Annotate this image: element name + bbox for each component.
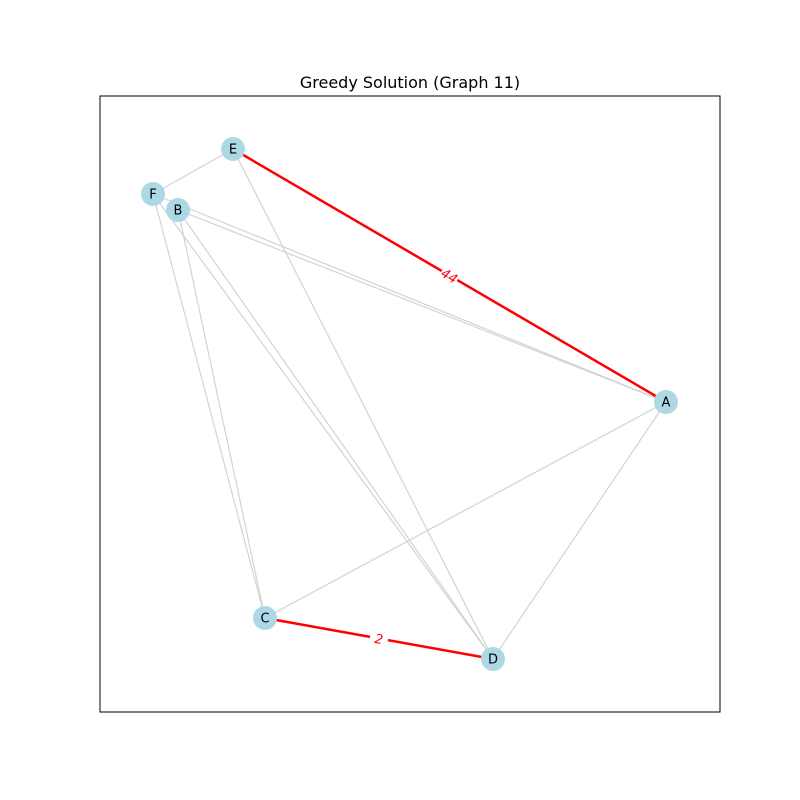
node-label: B: [174, 204, 183, 219]
node-circle: [253, 606, 277, 630]
highlighted-edges-layer: 44 2: [232, 147, 667, 661]
node-label: F: [149, 188, 156, 203]
node-circle: [166, 198, 190, 222]
node-circle: [654, 390, 678, 414]
node-D: D: [481, 647, 505, 671]
edge-weight-background: [368, 629, 390, 648]
node-F: F: [141, 182, 165, 206]
edge-A-C: [264, 401, 667, 619]
node-A: A: [654, 390, 678, 414]
node-circle: [141, 182, 165, 206]
edge-weight-E-A: 44: [437, 264, 462, 287]
edge-weight-C-D: 2: [368, 629, 390, 648]
node-circle: [481, 647, 505, 671]
node-label: D: [488, 653, 498, 668]
edge-F-D: [152, 193, 494, 660]
edges-layer: [152, 148, 667, 660]
edge-weight-label: 2: [373, 632, 384, 648]
edge-F-C: [152, 193, 266, 619]
nodes-layer: E F B A C D: [141, 137, 678, 671]
edge-A-D: [492, 401, 667, 660]
node-label: A: [662, 396, 671, 411]
plot-frame: [99, 95, 721, 713]
node-circle: [221, 137, 245, 161]
node-label: C: [260, 612, 269, 627]
figure-title: Greedy Solution (Graph 11): [300, 73, 520, 92]
edge-B-D: [177, 209, 494, 660]
node-label: E: [229, 143, 237, 158]
node-E: E: [221, 137, 245, 161]
edge-F-A: [152, 193, 667, 403]
edge-B-C: [177, 209, 266, 619]
edge-E-D: [232, 148, 494, 660]
edge-E-F: [152, 148, 234, 195]
edge-weight-background: [437, 264, 462, 287]
edge-B-A: [177, 209, 667, 403]
edge-weight-label: 44: [438, 266, 460, 287]
node-C: C: [253, 606, 277, 630]
node-B: B: [166, 198, 190, 222]
